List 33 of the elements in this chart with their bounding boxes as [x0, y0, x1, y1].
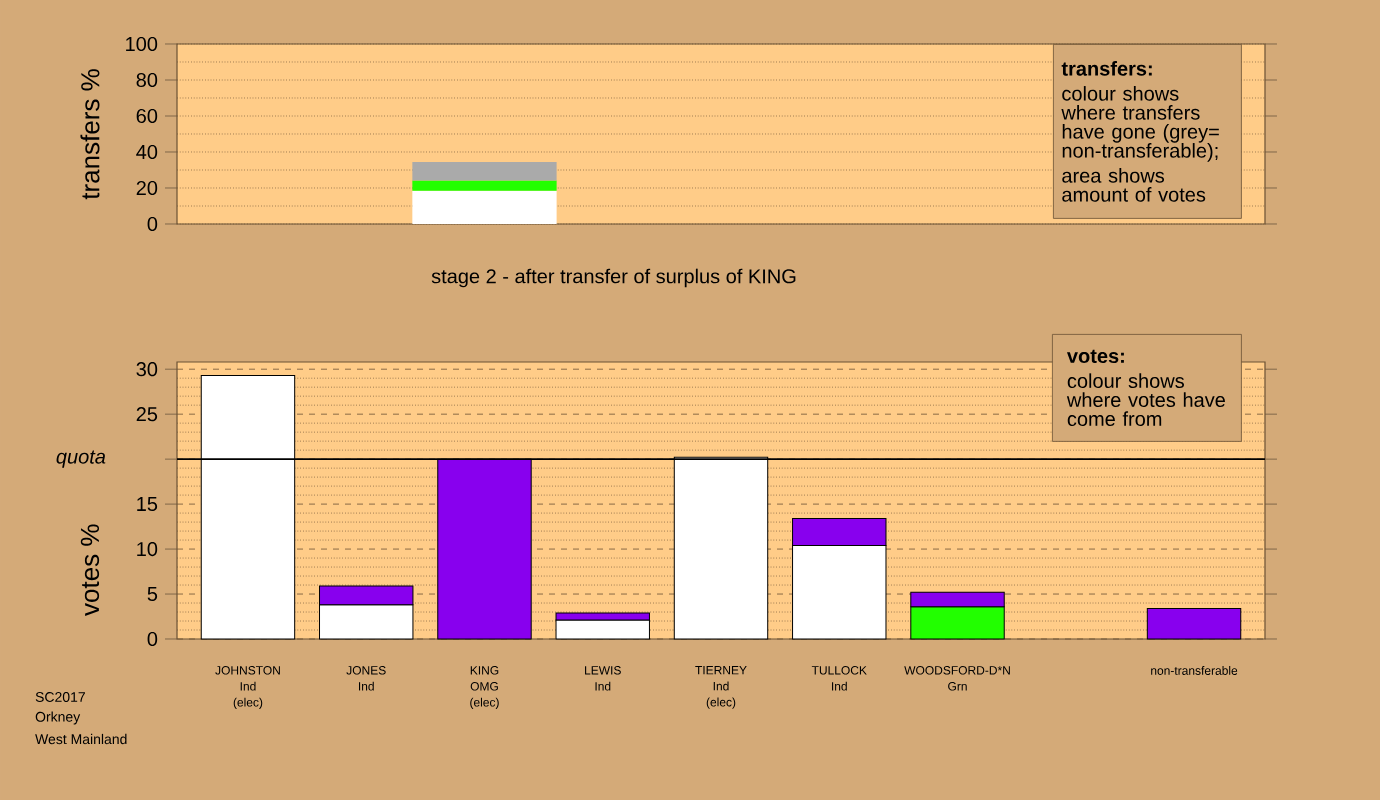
y-tick-label: 40	[136, 144, 158, 160]
x-tick-label: LEWIS Ind	[585, 666, 621, 691]
annotation: colour shows where votes have come from	[1066, 373, 1225, 427]
x-tick-label: JONES Ind	[346, 666, 386, 691]
text: West Mainland	[35, 733, 127, 745]
ref-line-label: quota	[56, 450, 106, 468]
x-tick-label: WOODSFORD-D*N Grn	[904, 666, 1010, 691]
y-tick-label: 0	[147, 631, 158, 647]
annotation: colour shows where transfers have gone (grey= non-transferable);	[1061, 86, 1219, 162]
y-axis-title: votes %	[80, 524, 100, 616]
y-tick-label: 100	[126, 36, 158, 52]
chart-title: stage 2 - after transfer of surplus of KING	[431, 268, 796, 288]
bar	[1146, 607, 1242, 640]
y-tick-label: 60	[136, 108, 158, 124]
x-tick-label: KING OMG (elec)	[470, 666, 499, 709]
y-tick-label: 30	[136, 362, 158, 377]
y-tick-label: 10	[137, 541, 158, 557]
y-tick-label: 25	[136, 407, 158, 422]
y-tick-label: 5	[147, 587, 158, 601]
annotation: votes:	[1066, 349, 1124, 364]
x-tick-label: JOHNSTON Ind (elec)	[215, 666, 280, 709]
x-tick-label: TIERNEY Ind (elec)	[695, 666, 747, 709]
y-tick-label: 15	[137, 497, 158, 512]
x-tick-label: TULLOCK Ind	[811, 666, 867, 691]
y-tick-label: 0	[147, 216, 158, 232]
y-tick-label: 20	[136, 180, 158, 196]
x-tick-label: non-transferable	[1151, 666, 1238, 675]
text: Orkney	[35, 711, 81, 725]
text: SC2017	[35, 692, 85, 702]
y-axis-title: transfers %	[80, 69, 100, 200]
annotation: transfers:	[1061, 61, 1152, 76]
annotation: area shows amount of votes	[1062, 168, 1206, 202]
y-tick-label: 80	[136, 72, 158, 88]
